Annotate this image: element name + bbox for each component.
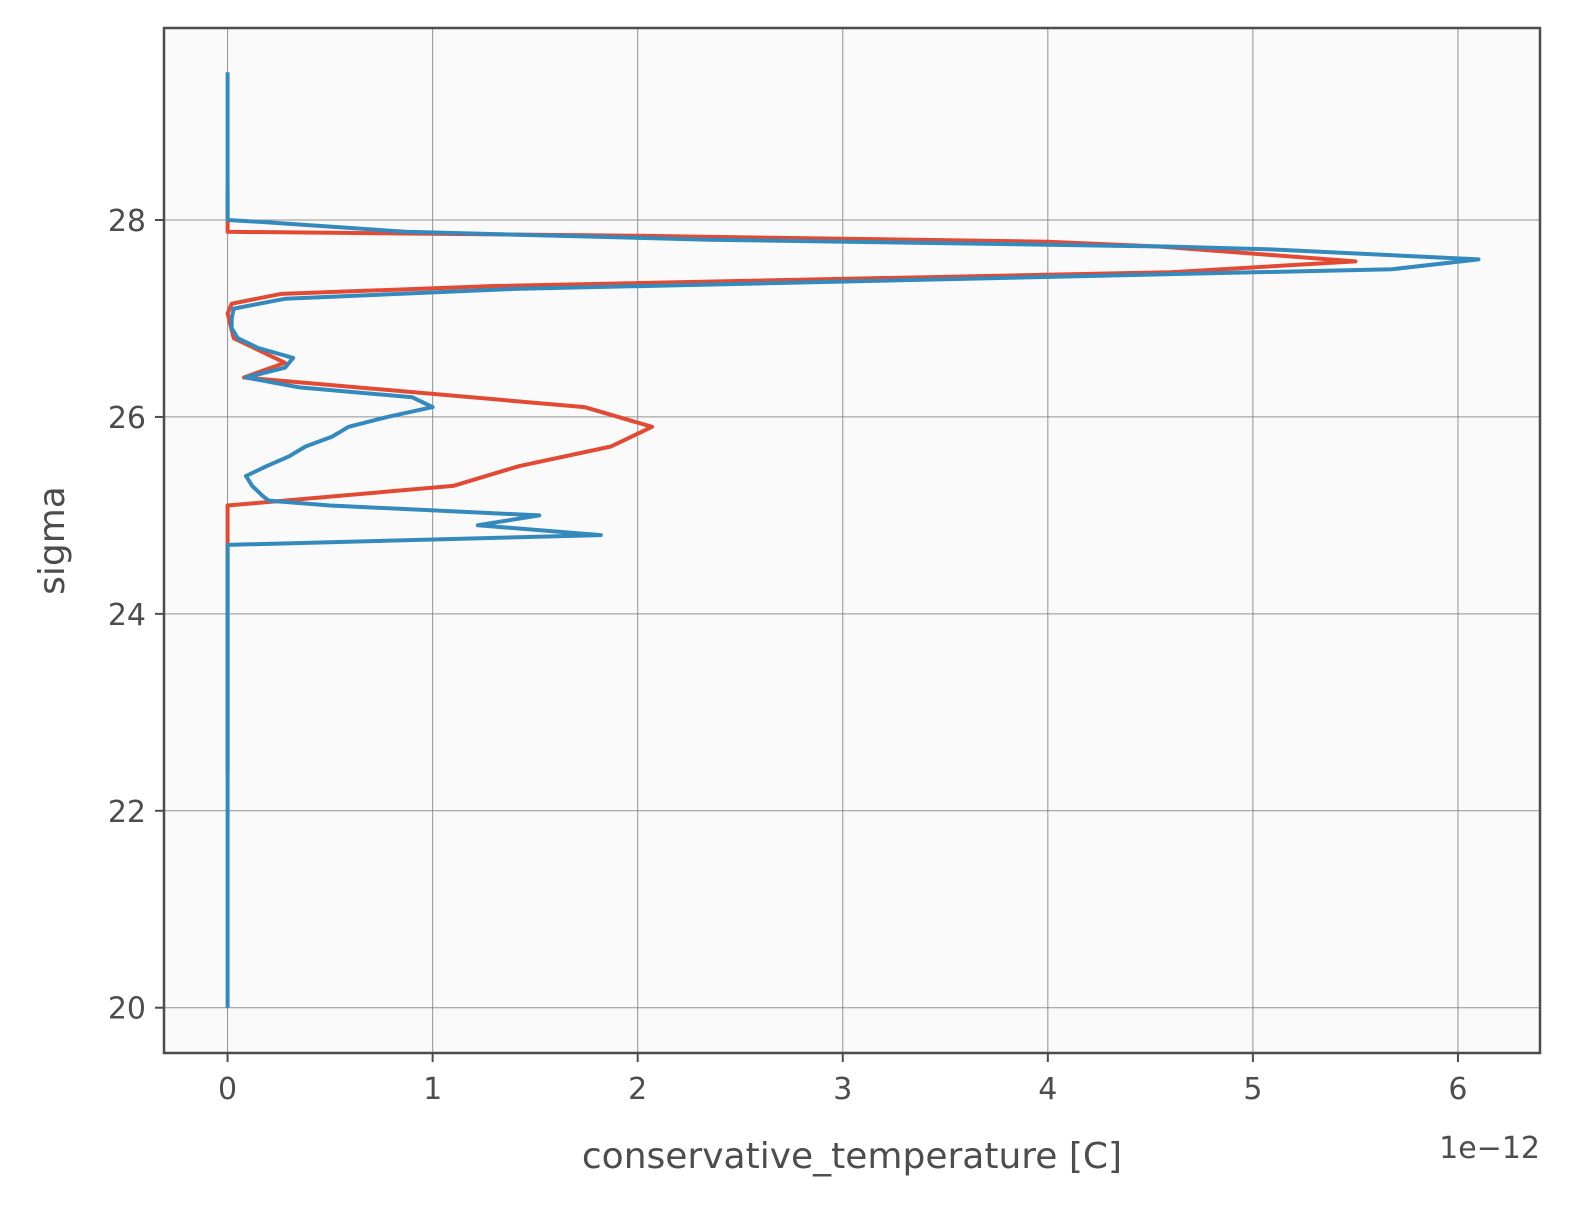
y-tick-label: 28 [108,204,146,239]
y-axis: 20 22 24 26 28 [108,204,164,1027]
x-axis-offset-label: 1e−12 [1439,1131,1540,1166]
x-axis: 0 1 2 3 4 5 6 [218,1053,1468,1107]
x-tick-label: 1 [423,1072,442,1107]
y-tick-label: 20 [108,992,146,1027]
x-tick-label: 4 [1038,1072,1057,1107]
x-axis-label: conservative_temperature [C] [582,1136,1122,1177]
series-layer [225,72,1481,1008]
x-tick-label: 6 [1448,1072,1467,1107]
y-tick-label: 26 [108,401,146,436]
y-axis-label: sigma [32,486,73,595]
plot-frame [162,26,1542,1055]
x-tick-label: 5 [1243,1072,1262,1107]
series-line-2 [225,72,1481,1008]
x-tick-label: 3 [833,1072,852,1107]
x-tick-label: 0 [218,1072,237,1107]
y-tick-label: 24 [108,598,146,633]
x-tick-label: 2 [628,1072,647,1107]
y-tick-label: 22 [108,795,146,830]
